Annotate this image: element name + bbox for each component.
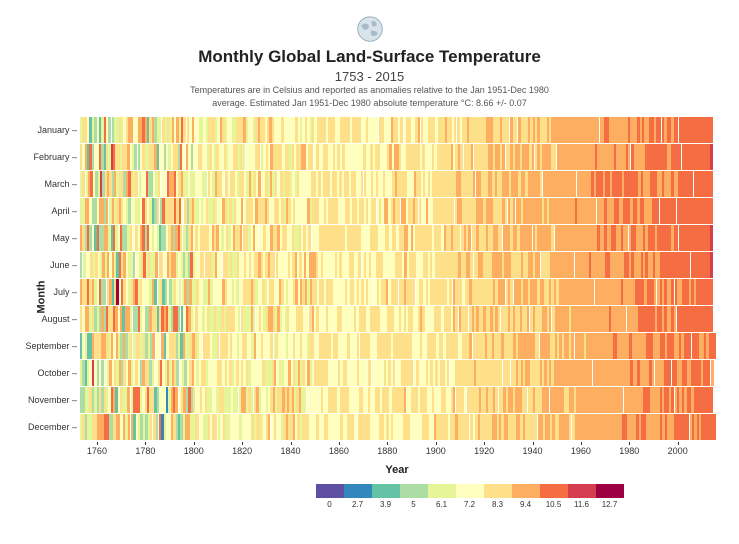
- month-label: January –: [22, 125, 80, 135]
- month-row: January –: [80, 117, 714, 143]
- x-tick: 1980: [619, 446, 639, 456]
- chart-desc-2: average. Estimated Jan 1951-Dec 1980 abs…: [15, 98, 724, 110]
- globe-icon: [356, 15, 384, 43]
- legend-label: 2.7: [352, 500, 363, 509]
- month-label: February –: [22, 152, 80, 162]
- legend-block: 6.1: [428, 484, 456, 509]
- legend-swatch: [316, 484, 344, 498]
- month-row: June –: [80, 252, 714, 278]
- legend-block: 10.5: [540, 484, 568, 509]
- month-label: March –: [22, 179, 80, 189]
- legend-swatch: [400, 484, 428, 498]
- month-row: October –: [80, 360, 714, 386]
- legend-swatch: [372, 484, 400, 498]
- legend-label: 8.3: [492, 500, 503, 509]
- legend-label: 5: [411, 500, 415, 509]
- x-tick: 1940: [522, 446, 542, 456]
- legend-block: 12.7: [596, 484, 624, 509]
- legend-label: 6.1: [436, 500, 447, 509]
- x-tick: 2000: [668, 446, 688, 456]
- legend-swatch: [512, 484, 540, 498]
- month-label: May –: [22, 233, 80, 243]
- x-axis: 1760 1780 1800 1820 1840 1860 1880 1900 1920 1940…: [80, 442, 714, 462]
- month-row: August –: [80, 306, 714, 332]
- legend-block: 9.4: [512, 484, 540, 509]
- x-tick: 1760: [87, 446, 107, 456]
- x-tick: 1840: [281, 446, 301, 456]
- x-tick: 1900: [426, 446, 446, 456]
- x-tick: 1920: [474, 446, 494, 456]
- chart-subtitle: 1753 - 2015: [15, 69, 724, 84]
- legend-label: 12.7: [602, 500, 618, 509]
- month-row: March –: [80, 171, 714, 197]
- legend-swatch: [596, 484, 624, 498]
- x-tick: 1960: [571, 446, 591, 456]
- month-label: July –: [22, 287, 80, 297]
- month-row: April –: [80, 198, 714, 224]
- legend-swatch: [344, 484, 372, 498]
- month-label: October –: [22, 368, 80, 378]
- legend-swatch: [540, 484, 568, 498]
- month-row: May –: [80, 225, 714, 251]
- x-tick: 1860: [329, 446, 349, 456]
- chart-title: Monthly Global Land-Surface Temperature: [15, 47, 724, 67]
- chart-desc-1: Temperatures are in Celsius and reported…: [15, 85, 724, 97]
- month-label: November –: [22, 395, 80, 405]
- x-tick: 1780: [135, 446, 155, 456]
- legend-block: 7.2: [456, 484, 484, 509]
- legend-swatch: [456, 484, 484, 498]
- month-row: July –: [80, 279, 714, 305]
- month-row: November –: [80, 387, 714, 413]
- legend-block: 8.3: [484, 484, 512, 509]
- legend-swatch: [484, 484, 512, 498]
- legend-block: 3.9: [372, 484, 400, 509]
- month-row: December –: [80, 414, 714, 440]
- month-label: April –: [22, 206, 80, 216]
- legend-block: 0: [316, 484, 344, 509]
- heatmap: January –February –March –April –May –Ju…: [80, 117, 714, 440]
- legend-block: 5: [400, 484, 428, 509]
- month-row: February –: [80, 144, 714, 170]
- legend-swatch: [428, 484, 456, 498]
- legend-label: 9.4: [520, 500, 531, 509]
- x-axis-label: Year: [80, 464, 714, 476]
- month-label: August –: [22, 314, 80, 324]
- month-row: September –: [80, 333, 714, 359]
- legend-label: 0: [327, 500, 331, 509]
- legend-label: 3.9: [380, 500, 391, 509]
- legend-label: 10.5: [546, 500, 562, 509]
- color-legend: 0 2.7 3.9 5 6.1 7.2 8.3 9.4 10.5 11.6 12.7: [15, 484, 724, 509]
- x-tick: 1820: [232, 446, 252, 456]
- legend-block: 11.6: [568, 484, 596, 509]
- legend-block: 2.7: [344, 484, 372, 509]
- month-label: June –: [22, 260, 80, 270]
- legend-swatch: [568, 484, 596, 498]
- month-label: December –: [22, 422, 80, 432]
- legend-label: 11.6: [574, 500, 589, 509]
- legend-label: 7.2: [464, 500, 475, 509]
- x-tick: 1880: [377, 446, 397, 456]
- x-tick: 1800: [184, 446, 204, 456]
- month-label: September –: [22, 341, 80, 351]
